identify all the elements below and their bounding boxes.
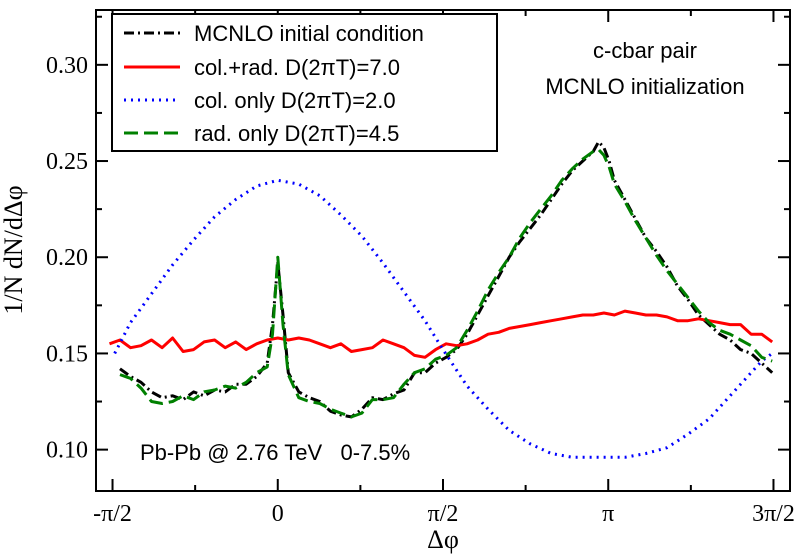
annotation-collision: Pb-Pb @ 2.76 TeV 0-7.5% bbox=[140, 440, 410, 465]
y-tick-label-2: 0.20 bbox=[46, 245, 88, 271]
legend-label-col-only: col. only D(2πT)=2.0 bbox=[194, 88, 396, 113]
y-tick-label-3: 0.25 bbox=[46, 149, 88, 175]
legend-label-mcnlo: MCNLO initial condition bbox=[194, 21, 424, 46]
x-tick-label-1: 0 bbox=[272, 501, 284, 527]
legend: MCNLO initial condition col.+rad. D(2πT)… bbox=[111, 13, 498, 152]
x-tick-label-0: -π/2 bbox=[93, 501, 132, 527]
legend-box bbox=[111, 13, 498, 152]
y-tick-label-0: 0.10 bbox=[46, 438, 88, 464]
x-axis-title: Δφ bbox=[427, 525, 459, 554]
series-line-2 bbox=[113, 178, 774, 459]
annotation-init: MCNLO initialization bbox=[545, 74, 744, 99]
legend-label-col-rad: col.+rad. D(2πT)=7.0 bbox=[194, 55, 400, 80]
x-tick-label-4: 3π/2 bbox=[752, 501, 795, 527]
legend-label-rad-only: rad. only D(2πT)=4.5 bbox=[194, 121, 399, 146]
series-layer bbox=[108, 140, 774, 459]
x-tick-label-3: π bbox=[602, 501, 614, 527]
series-line-3 bbox=[119, 148, 773, 419]
y-axis-title: 1/N dN/dΔφ bbox=[0, 185, 28, 314]
y-tick-label-1: 0.15 bbox=[46, 341, 88, 367]
y-tick-label-4: 0.30 bbox=[46, 53, 88, 79]
series-line-0 bbox=[119, 140, 774, 419]
ticks-layer: -π/2 0 π/2 π 3π/2 0.10 0.15 0.20 0.25 0.30 bbox=[46, 10, 795, 527]
annotation-pair: c-cbar pair bbox=[593, 38, 697, 63]
x-tick-label-2: π/2 bbox=[428, 501, 459, 527]
